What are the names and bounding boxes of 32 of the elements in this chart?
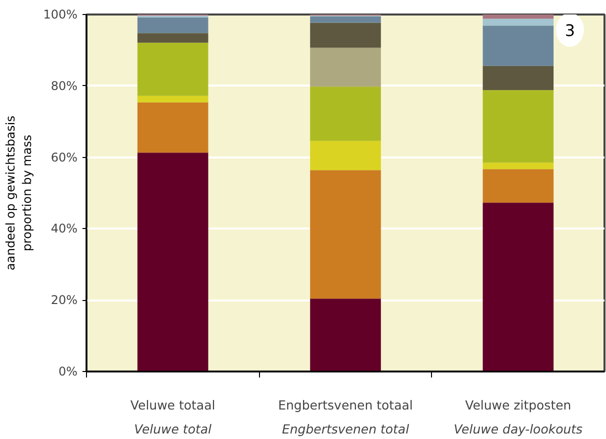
bar xyxy=(310,16,381,23)
bar xyxy=(482,162,554,170)
y-axis-title: aandeel op gewichtsbasis proportion by mass xyxy=(3,116,34,270)
y-tick-label: 100% xyxy=(43,8,78,22)
bar xyxy=(482,66,554,90)
bar xyxy=(310,86,381,141)
bar xyxy=(482,90,554,163)
y-tick-label: 80% xyxy=(50,78,78,93)
bar xyxy=(137,33,208,43)
y-tick-label: 20% xyxy=(50,293,78,308)
bar xyxy=(137,102,208,153)
bar xyxy=(137,42,208,96)
y-tick-label: 0% xyxy=(58,364,78,378)
bar xyxy=(482,26,554,66)
bar xyxy=(310,170,381,299)
bar xyxy=(482,169,554,203)
category-label: Veluwe zitposten Veluwe day-lookouts xyxy=(454,398,583,436)
annotation: 3 xyxy=(564,20,576,40)
bar xyxy=(482,14,554,19)
bar xyxy=(310,48,381,87)
bar xyxy=(482,202,554,372)
bar xyxy=(137,17,208,34)
category-label: Engbertsvenen totaal Engbertsvenen total xyxy=(278,398,413,436)
y-tick-label: 60% xyxy=(50,150,78,164)
bar xyxy=(310,298,381,372)
bar xyxy=(310,22,381,48)
y-tick-label: 40% xyxy=(50,222,78,236)
bar xyxy=(482,18,554,26)
bar xyxy=(137,96,208,102)
bar xyxy=(137,152,208,372)
category-label: Veluwe totaal Veluwe total xyxy=(130,398,216,436)
bar xyxy=(310,140,381,170)
